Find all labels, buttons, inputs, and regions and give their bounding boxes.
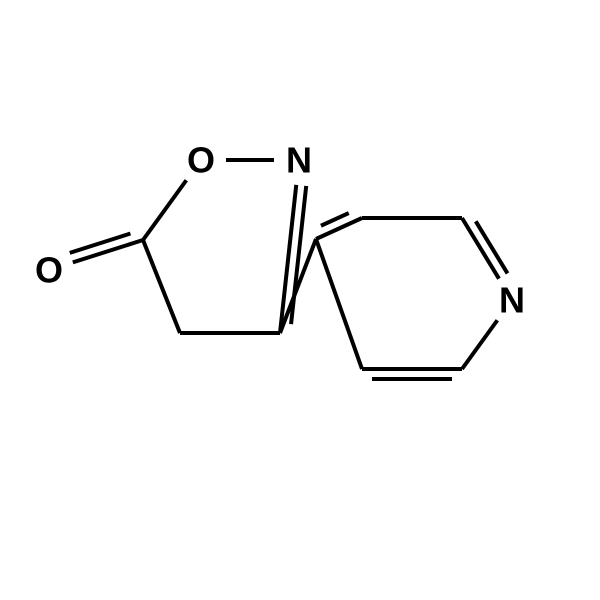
atom-label-o: O	[35, 250, 63, 291]
bond-line	[143, 180, 186, 240]
bond-line	[462, 320, 497, 369]
bond-line	[73, 240, 143, 262]
bond-line	[316, 218, 362, 239]
bond-line	[70, 234, 131, 253]
atom-label-o: O	[187, 140, 215, 181]
atom-label-n: N	[499, 280, 525, 321]
bond-line	[316, 239, 362, 369]
molecule-diagram: O N O N	[0, 0, 600, 600]
bond-line	[143, 240, 180, 333]
atom-label-n: N	[286, 140, 312, 181]
